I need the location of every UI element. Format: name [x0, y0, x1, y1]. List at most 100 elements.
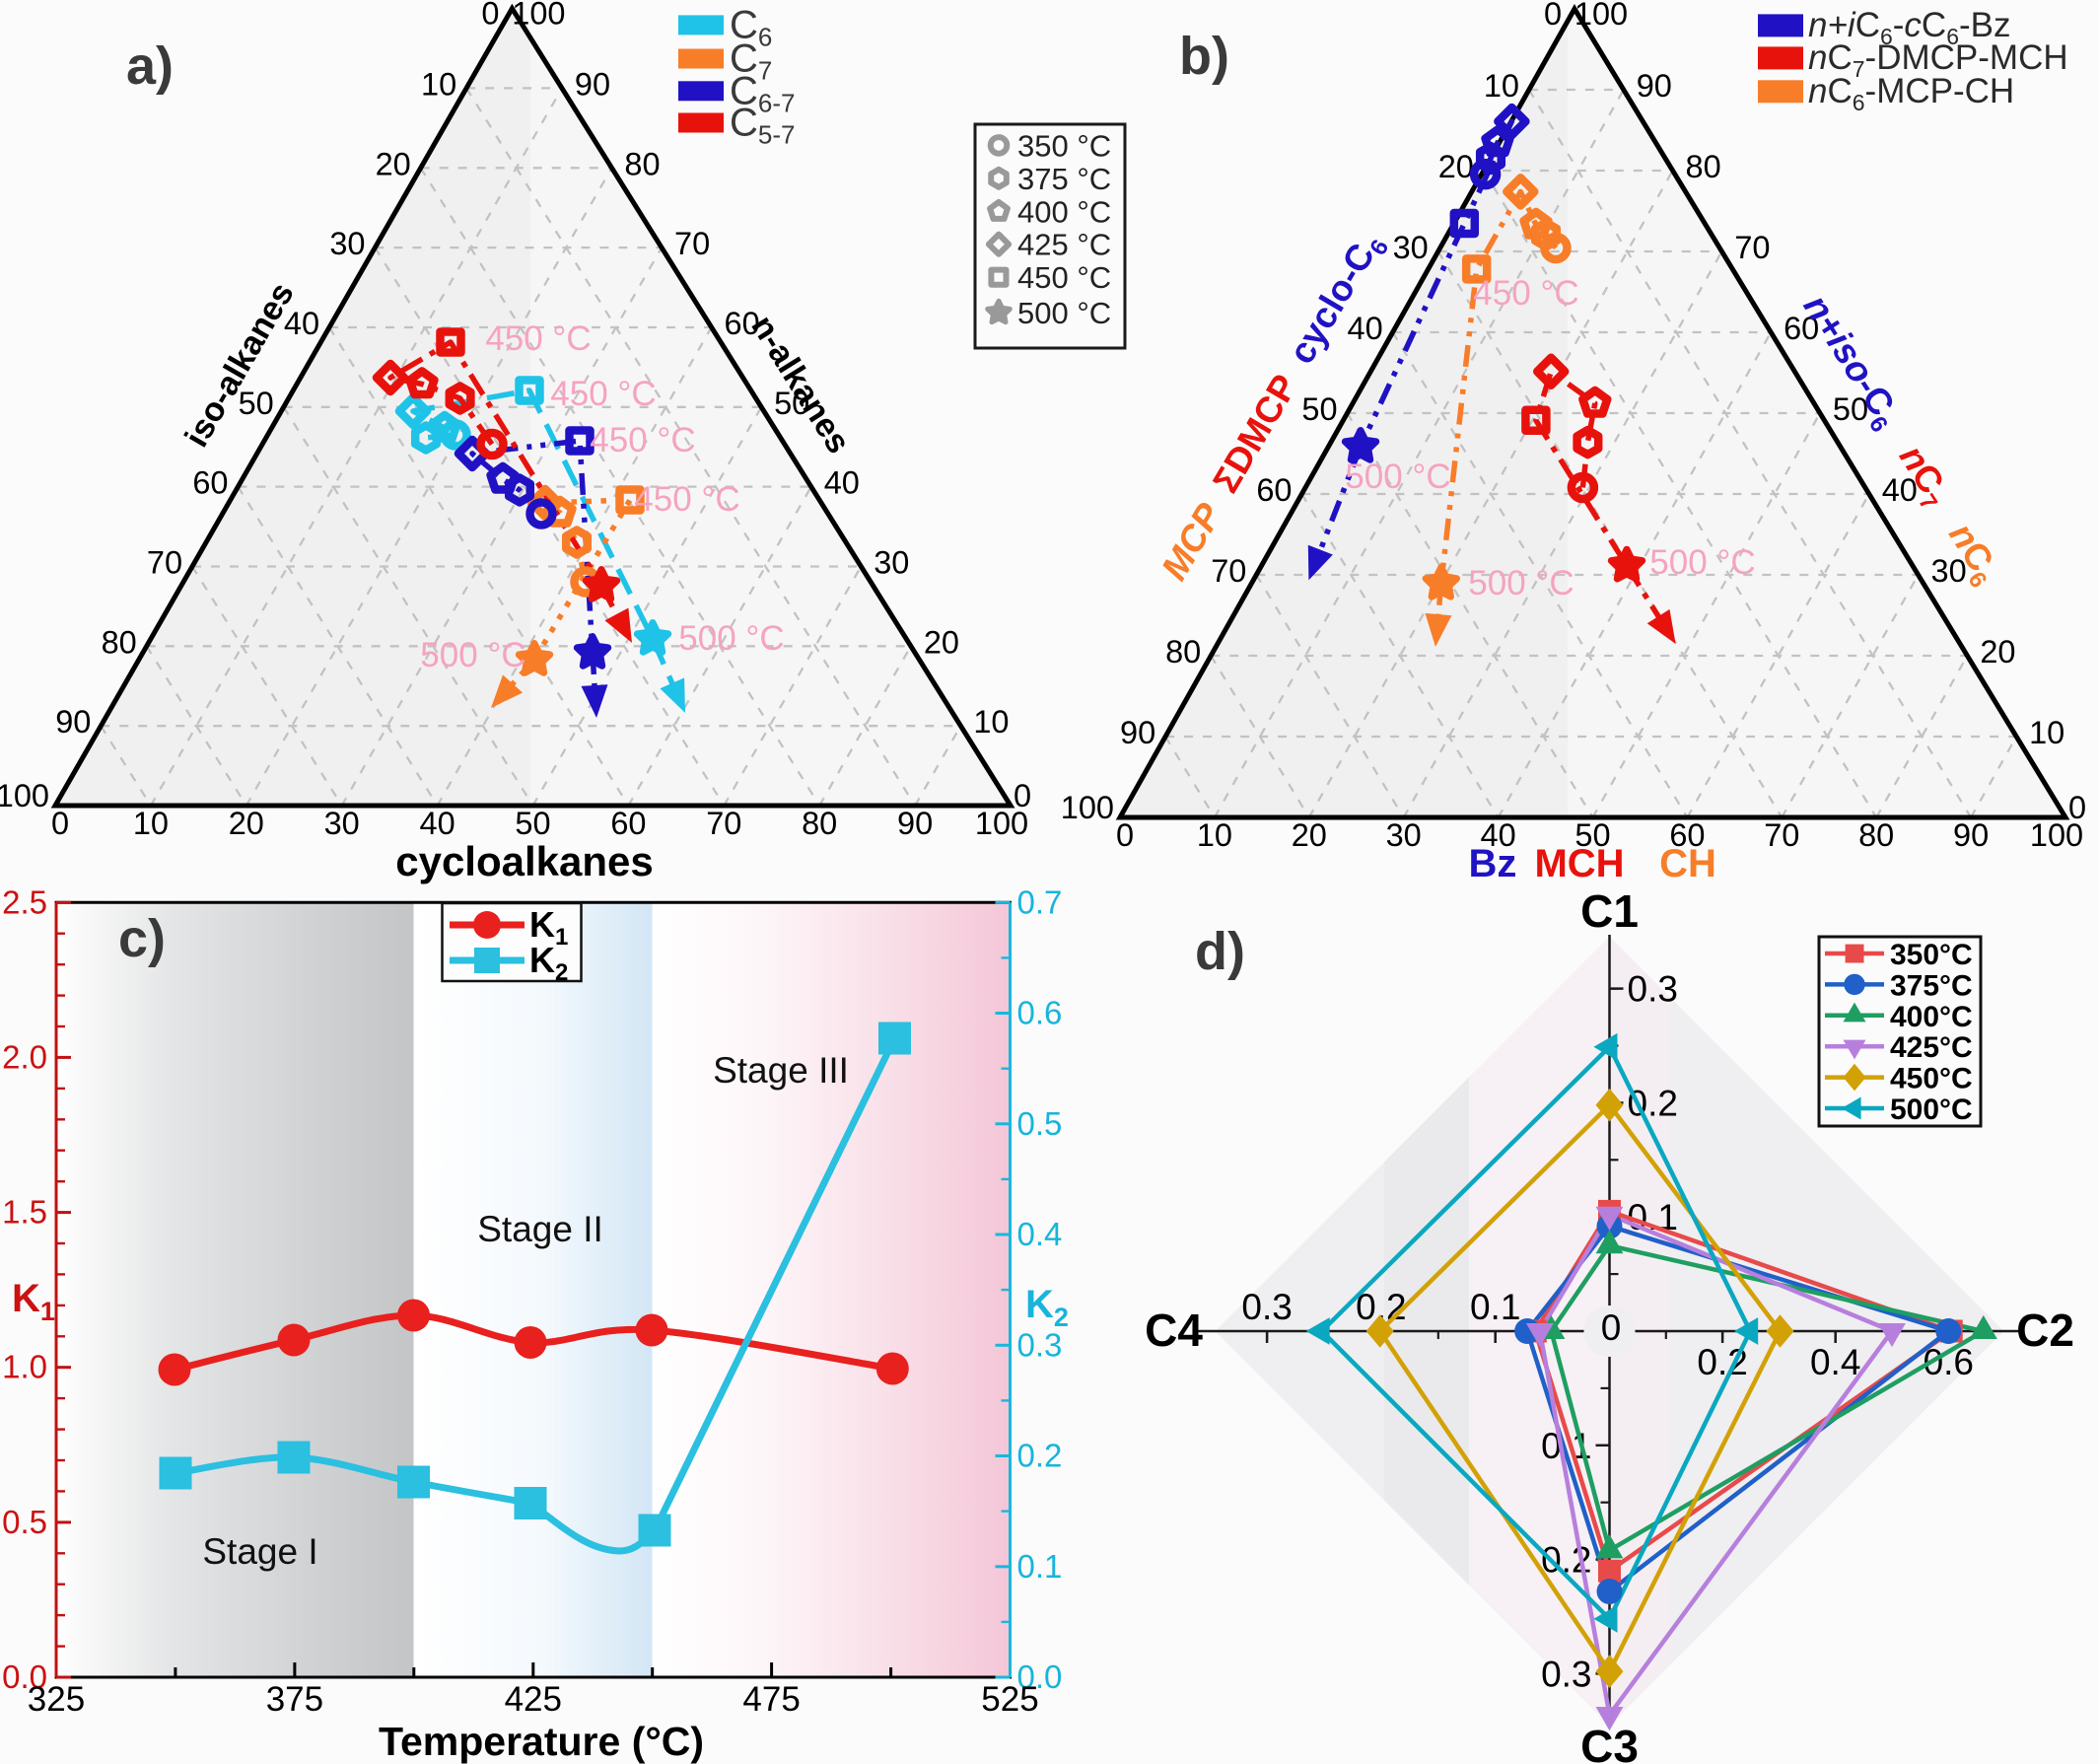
svg-text:10: 10 — [1484, 68, 1519, 104]
svg-text:500 °C: 500 °C — [1017, 296, 1111, 330]
svg-text:450°C: 450°C — [1890, 1063, 1973, 1095]
svg-text:450 °C: 450 °C — [590, 421, 695, 459]
svg-text:0.0: 0.0 — [2, 1658, 47, 1695]
svg-text:450 °C: 450 °C — [1473, 274, 1578, 313]
svg-text:cycloalkanes: cycloalkanes — [395, 838, 654, 884]
svg-text:80: 80 — [624, 146, 660, 181]
svg-text:70: 70 — [1211, 553, 1246, 589]
svg-text:525: 525 — [981, 1680, 1038, 1719]
svg-text:90: 90 — [1120, 715, 1155, 750]
svg-text:30: 30 — [1931, 553, 1967, 589]
svg-text:500 °C: 500 °C — [1345, 458, 1450, 496]
svg-text:30: 30 — [324, 806, 360, 841]
svg-text:30: 30 — [874, 545, 909, 581]
svg-text:100: 100 — [975, 806, 1028, 841]
svg-text:10: 10 — [1197, 817, 1232, 853]
svg-text:0: 0 — [481, 0, 499, 32]
svg-text:50: 50 — [1833, 391, 1868, 427]
svg-text:450 °C: 450 °C — [634, 480, 739, 519]
svg-text:0.7: 0.7 — [1017, 883, 1063, 920]
svg-text:Stage II: Stage II — [477, 1209, 603, 1249]
svg-text:450 °C: 450 °C — [550, 375, 656, 413]
svg-text:0.1: 0.1 — [1017, 1548, 1063, 1585]
svg-text:CH: CH — [1659, 842, 1716, 885]
svg-text:2.5: 2.5 — [2, 883, 47, 920]
svg-text:C4: C4 — [1145, 1305, 1203, 1356]
svg-text:70: 70 — [1734, 230, 1770, 265]
svg-text:0: 0 — [1544, 0, 1562, 32]
svg-text:20: 20 — [376, 146, 411, 181]
svg-text:80: 80 — [102, 624, 137, 660]
svg-text:80: 80 — [1858, 817, 1894, 853]
svg-text:40: 40 — [1882, 472, 1918, 508]
svg-text:0.6: 0.6 — [1017, 995, 1063, 1031]
svg-text:70: 70 — [1764, 817, 1799, 853]
svg-text:40: 40 — [420, 806, 455, 841]
svg-text:40: 40 — [1481, 817, 1516, 853]
svg-text:10: 10 — [973, 704, 1009, 740]
svg-text:500 °C: 500 °C — [1649, 543, 1755, 582]
svg-text:40: 40 — [824, 465, 860, 501]
svg-text:475: 475 — [742, 1680, 800, 1719]
svg-text:60: 60 — [1256, 472, 1292, 508]
svg-text:425 °C: 425 °C — [1017, 228, 1111, 262]
svg-text:0: 0 — [1116, 817, 1134, 853]
svg-text:0.2: 0.2 — [1017, 1438, 1063, 1474]
svg-text:0.5: 0.5 — [2, 1504, 47, 1540]
svg-text:375: 375 — [266, 1680, 323, 1719]
svg-text:K1: K1 — [529, 904, 568, 951]
svg-text:500 °C: 500 °C — [678, 619, 784, 658]
svg-text:60: 60 — [1669, 817, 1705, 853]
svg-text:20: 20 — [1438, 149, 1474, 184]
svg-text:350°C: 350°C — [1890, 939, 1973, 971]
svg-text:90: 90 — [1637, 68, 1672, 104]
svg-text:70: 70 — [706, 806, 741, 841]
svg-text:100: 100 — [1574, 0, 1628, 32]
svg-text:0.1: 0.1 — [1470, 1287, 1520, 1327]
svg-text:C1: C1 — [1580, 885, 1639, 937]
svg-text:0: 0 — [51, 806, 69, 841]
svg-text:50: 50 — [1574, 817, 1610, 853]
svg-text:0.3: 0.3 — [1541, 1654, 1591, 1694]
svg-text:450 °C: 450 °C — [1017, 260, 1111, 295]
svg-text:10: 10 — [133, 806, 169, 841]
svg-text:20: 20 — [1292, 817, 1327, 853]
svg-text:100: 100 — [2030, 817, 2083, 853]
svg-text:C2: C2 — [2016, 1305, 2074, 1356]
svg-text:50: 50 — [1301, 391, 1337, 427]
svg-text:20: 20 — [924, 624, 959, 660]
svg-text:50: 50 — [515, 806, 550, 841]
svg-text:400°C: 400°C — [1890, 1001, 1973, 1033]
svg-text:425°C: 425°C — [1890, 1031, 1973, 1064]
svg-text:0.0: 0.0 — [1017, 1658, 1063, 1695]
svg-text:400 °C: 400 °C — [1017, 194, 1111, 229]
svg-text:70: 70 — [674, 226, 710, 261]
svg-text:20: 20 — [229, 806, 264, 841]
svg-text:1.5: 1.5 — [2, 1194, 47, 1231]
svg-text:30: 30 — [329, 226, 365, 261]
svg-text:0.3: 0.3 — [1017, 1326, 1063, 1363]
svg-text:0: 0 — [1601, 1307, 1622, 1348]
svg-text:20: 20 — [1980, 634, 2015, 670]
svg-text:50: 50 — [239, 386, 274, 421]
svg-text:nC6-MCP-CH: nC6-MCP-CH — [1808, 72, 2014, 115]
svg-text:10: 10 — [2029, 715, 2064, 750]
svg-text:MCH: MCH — [1534, 842, 1624, 885]
svg-text:50: 50 — [774, 386, 809, 421]
svg-text:70: 70 — [147, 545, 182, 581]
svg-text:b): b) — [1179, 27, 1229, 86]
svg-text:425: 425 — [505, 1680, 562, 1719]
svg-text:100: 100 — [1061, 790, 1114, 825]
svg-text:450 °C: 450 °C — [485, 319, 591, 358]
svg-text:0.3: 0.3 — [1241, 1287, 1292, 1327]
svg-text:d): d) — [1195, 922, 1245, 981]
svg-text:Bz: Bz — [1469, 842, 1517, 885]
svg-text:0: 0 — [2068, 790, 2086, 825]
svg-text:30: 30 — [1386, 817, 1422, 853]
svg-text:100: 100 — [512, 0, 565, 32]
svg-text:0.2: 0.2 — [1628, 1083, 1678, 1123]
svg-text:n+iC6-cC6-Bz: n+iC6-cC6-Bz — [1808, 6, 2011, 49]
svg-text:90: 90 — [55, 704, 91, 740]
svg-text:60: 60 — [725, 306, 760, 341]
svg-text:60: 60 — [1784, 311, 1819, 346]
